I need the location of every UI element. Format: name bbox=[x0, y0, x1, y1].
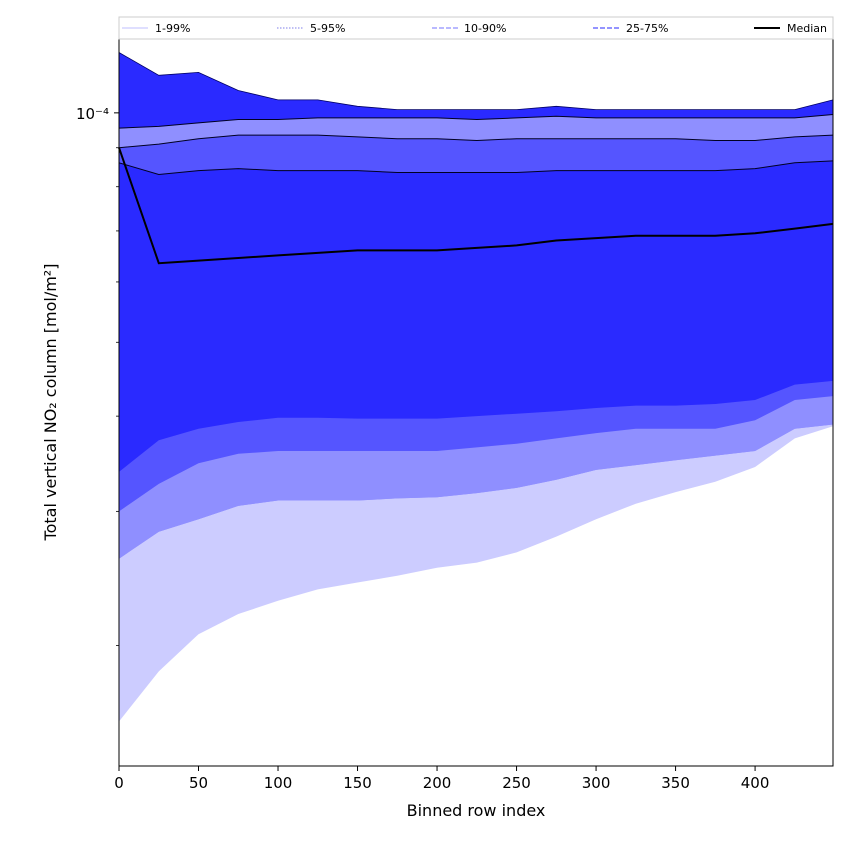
legend-label: Median bbox=[787, 22, 827, 35]
x-tick-label: 50 bbox=[189, 774, 208, 792]
legend-label: 10-90% bbox=[464, 22, 506, 35]
line-75 bbox=[118, 160, 834, 176]
x-axis-label: Binned row index bbox=[407, 801, 546, 820]
legend-label: 1-99% bbox=[155, 22, 190, 35]
x-tick-label: 300 bbox=[582, 774, 611, 792]
line-90 bbox=[118, 134, 834, 149]
legend: 1-99% 5-95% 10-90% 25-75% Median bbox=[118, 16, 834, 40]
x-tick-label: 350 bbox=[661, 774, 690, 792]
y-axis-label: Total vertical NO₂ column [mol/m²] bbox=[41, 264, 60, 542]
x-tick-label: 100 bbox=[264, 774, 293, 792]
legend-box bbox=[118, 16, 834, 40]
legend-label: 5-95% bbox=[310, 22, 345, 35]
x-tick-label: 200 bbox=[423, 774, 452, 792]
percentile-lines bbox=[118, 52, 834, 176]
y-tick-label: 10⁻⁴ bbox=[76, 105, 109, 123]
line-99 bbox=[118, 52, 834, 110]
median-line bbox=[118, 147, 834, 265]
x-axis: 0 50 100 150 200 250 300 350 400 bbox=[114, 766, 769, 792]
x-tick-label: 150 bbox=[343, 774, 372, 792]
legend-label: 25-75% bbox=[626, 22, 668, 35]
y-axis: 10⁻⁴ bbox=[76, 105, 119, 646]
median-series bbox=[118, 147, 834, 265]
band-inner-75 bbox=[119, 160, 833, 472]
x-tick-label: 400 bbox=[741, 774, 770, 792]
percentile-bands bbox=[119, 52, 833, 722]
x-tick-label: 0 bbox=[114, 774, 124, 792]
line-95 bbox=[118, 114, 834, 129]
x-tick-label: 250 bbox=[502, 774, 531, 792]
